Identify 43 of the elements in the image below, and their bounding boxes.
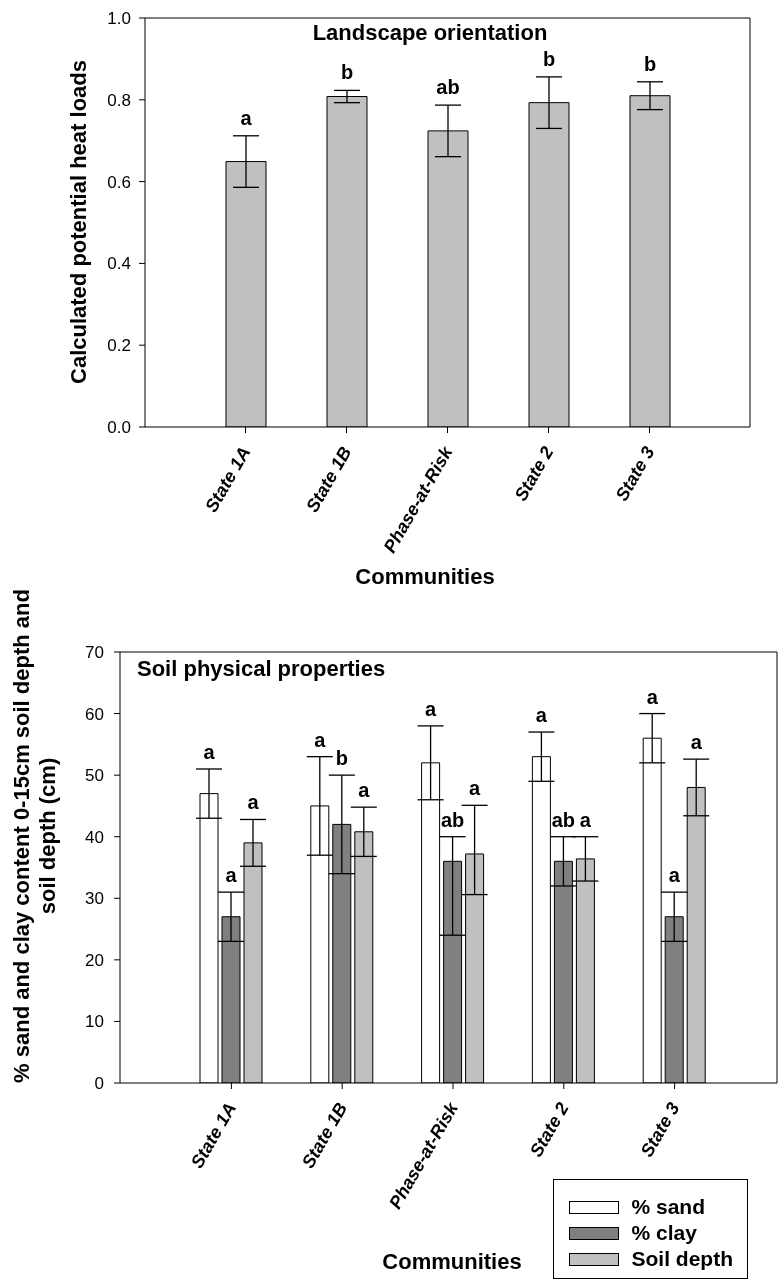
data-label: a bbox=[225, 864, 238, 887]
y-tick-label: 0.6 bbox=[107, 172, 131, 192]
y-tick-label: 1.0 bbox=[107, 9, 131, 29]
data-label: a bbox=[579, 808, 592, 831]
y-tick-label: 0.8 bbox=[107, 90, 131, 110]
data-label: a bbox=[690, 731, 703, 754]
y-axis-title: % sand and clay content 0-15cm soil depth and soil depth (cm) bbox=[9, 588, 61, 1085]
y-tick-label: 70 bbox=[85, 643, 104, 663]
legend-label: Soil depth bbox=[631, 1247, 733, 1271]
legend-label: % sand bbox=[631, 1195, 706, 1219]
y-tick-label: 0.4 bbox=[107, 254, 131, 274]
data-label: a bbox=[314, 728, 327, 751]
y-tick-label: 10 bbox=[85, 1012, 104, 1032]
x-axis-title: Communities bbox=[355, 564, 495, 590]
data-label: ab bbox=[440, 808, 465, 831]
chart-title: Soil physical properties bbox=[137, 656, 386, 682]
y-axis-title: Calculated potential heat loads bbox=[66, 60, 92, 384]
x-axis-title: Communities bbox=[382, 1249, 522, 1275]
legend-label: % clay bbox=[631, 1221, 697, 1245]
data-label: b bbox=[542, 47, 556, 70]
data-label: a bbox=[240, 106, 253, 129]
data-label: a bbox=[469, 777, 482, 800]
data-label: a bbox=[535, 704, 548, 727]
y-tick-label: 0.2 bbox=[107, 336, 131, 356]
y-tick-label: 30 bbox=[85, 889, 104, 909]
data-label: ab bbox=[436, 76, 460, 99]
data-label: a bbox=[646, 685, 659, 708]
y-tick-label: 0.0 bbox=[107, 418, 131, 438]
y-tick-label: 0 bbox=[94, 1074, 104, 1094]
data-label: a bbox=[668, 864, 681, 887]
y-tick-label: 60 bbox=[85, 704, 104, 724]
y-tick-label: 50 bbox=[85, 766, 104, 786]
data-label: b bbox=[340, 61, 354, 84]
y-tick-label: 20 bbox=[85, 950, 104, 970]
data-label: a bbox=[425, 697, 438, 720]
chart-title: Landscape orientation bbox=[312, 20, 548, 46]
data-label: b bbox=[335, 747, 348, 770]
data-label: b bbox=[643, 52, 657, 75]
y-tick-label: 40 bbox=[85, 827, 104, 847]
data-label: a bbox=[358, 779, 371, 802]
data-label: a bbox=[247, 791, 260, 814]
data-label: a bbox=[203, 740, 216, 763]
data-label: ab bbox=[551, 808, 576, 831]
